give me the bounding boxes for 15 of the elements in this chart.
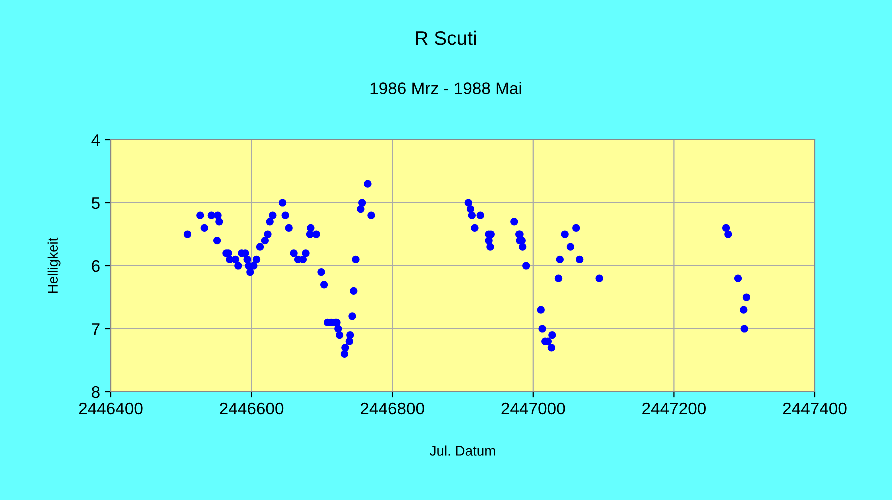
x-tick-label: 2446800 <box>361 402 424 415</box>
x-tick-label: 2446600 <box>220 402 284 415</box>
y-tick-label: 5 <box>92 198 100 210</box>
x-tick-label: 2447200 <box>642 402 706 415</box>
x-tick-label: 2447000 <box>502 402 566 415</box>
x-axis-title: Jul. Datum <box>430 446 496 456</box>
y-tick-label: 6 <box>92 260 100 272</box>
y-tick-label: 8 <box>92 386 100 398</box>
x-tick-label: 2447400 <box>783 402 847 415</box>
y-tick-label: 4 <box>92 134 100 146</box>
chart-subtitle: 1986 Mrz - 1988 Mai <box>370 82 522 94</box>
y-tick-label: 7 <box>92 324 100 336</box>
y-axis-title: Helligkeit <box>48 238 61 294</box>
chart-title: R Scuti <box>416 30 476 46</box>
x-tick-label: 2446400 <box>79 402 143 415</box>
